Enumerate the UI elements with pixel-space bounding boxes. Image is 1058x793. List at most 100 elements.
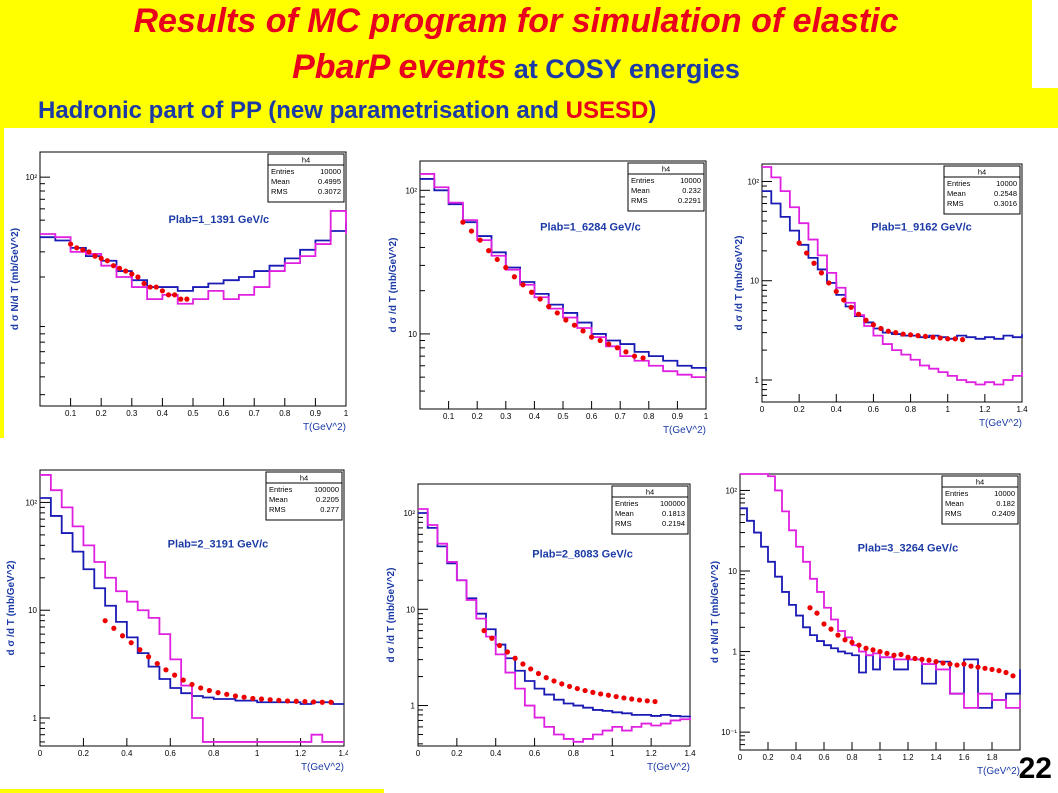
data-point bbox=[241, 694, 247, 700]
data-point bbox=[961, 661, 967, 667]
data-point bbox=[311, 699, 317, 705]
x-tick-label: 0 bbox=[416, 749, 421, 758]
data-point bbox=[159, 288, 165, 294]
x-tick-label: 1.6 bbox=[958, 753, 970, 762]
data-point bbox=[835, 632, 841, 638]
data-point bbox=[885, 328, 891, 334]
stats-box bbox=[627, 162, 705, 212]
data-point bbox=[644, 698, 650, 704]
stats-name: h4 bbox=[978, 168, 986, 177]
y-axis-label: d σ N/d T (mb/GeV^2) bbox=[710, 561, 721, 663]
x-tick-label: 1 bbox=[610, 749, 615, 758]
data-point bbox=[863, 645, 869, 651]
chart-plab-1-9162: 0 0.2 0.4 0.6 0.8 1 1.2 1.4 10² 10 1 T(GeV^2) d σ /d… bbox=[734, 163, 1028, 429]
y-axis-label: d σ /d T (mb/GeV^2) bbox=[6, 561, 17, 656]
data-point bbox=[537, 296, 543, 302]
data-point bbox=[807, 605, 813, 611]
data-point bbox=[494, 256, 500, 263]
data-point bbox=[818, 270, 825, 276]
y-axis-label: d σ /d T (mb/GeV^2) bbox=[734, 236, 745, 331]
y-axis-label: d σ /d T (mb/GeV^2) bbox=[388, 238, 399, 333]
data-point bbox=[503, 264, 509, 271]
y-tick-label: 10² bbox=[25, 498, 37, 507]
data-point bbox=[640, 355, 646, 361]
x-tick-label: 0.4 bbox=[529, 412, 541, 421]
data-point bbox=[111, 625, 117, 631]
data-point bbox=[826, 280, 832, 286]
data-point bbox=[98, 255, 104, 261]
x-tick-label: 1.4 bbox=[338, 749, 348, 758]
subtitle-close: ) bbox=[648, 97, 657, 124]
chart-plab-1-1391: 0.1 0.2 0.3 0.4 0.5 0.6 0.7 0.8 0.9 1 10² T(GeV^2) d… bbox=[10, 151, 349, 433]
data-point bbox=[870, 647, 876, 653]
data-point bbox=[328, 699, 334, 705]
y-tick-label: 10² bbox=[403, 509, 415, 518]
plab-annotation: Plab=1_1391 GeV/c bbox=[169, 214, 270, 226]
data-point bbox=[104, 258, 110, 264]
histogram-blue bbox=[762, 190, 1023, 340]
data-point bbox=[905, 654, 911, 660]
data-point bbox=[1010, 673, 1016, 679]
stats-key: RMS bbox=[945, 509, 962, 518]
chart-panel-5: 0 0.2 0.4 0.6 0.8 1 1.2 1.4 10² 10 1 T(GeV^2) d σ /d… bbox=[384, 478, 704, 782]
x-tick-label: 1.8 bbox=[986, 753, 998, 762]
data-point bbox=[276, 697, 282, 703]
histogram-magenta bbox=[420, 173, 706, 379]
data-point bbox=[597, 337, 603, 344]
stats-name: h4 bbox=[976, 478, 984, 487]
data-point bbox=[598, 691, 604, 697]
data-point bbox=[477, 237, 483, 243]
y-tick-label: 10 bbox=[28, 606, 37, 615]
data-point bbox=[74, 245, 80, 251]
left-accent-bar bbox=[0, 128, 4, 438]
data-point bbox=[520, 661, 526, 667]
x-tick-label: 0.6 bbox=[586, 412, 598, 421]
data-point bbox=[512, 655, 518, 661]
data-point bbox=[154, 660, 160, 667]
data-point bbox=[952, 336, 958, 342]
data-point bbox=[165, 292, 172, 298]
data-point bbox=[135, 274, 141, 280]
data-point bbox=[848, 304, 854, 310]
data-point bbox=[814, 610, 820, 616]
y-tick-label: 10 bbox=[408, 330, 417, 339]
x-tick-label: 0.6 bbox=[529, 749, 541, 758]
data-point bbox=[172, 672, 178, 678]
data-point bbox=[511, 274, 517, 280]
data-point bbox=[907, 332, 914, 338]
x-tick-label: 1.2 bbox=[979, 405, 991, 414]
stats-value: 0.3016 bbox=[994, 199, 1017, 208]
data-point bbox=[486, 248, 492, 254]
slide-title-line1: Results of MC program for simulation of … bbox=[133, 2, 899, 40]
stats-name: h4 bbox=[300, 474, 308, 483]
x-tick-label: 0.7 bbox=[615, 412, 627, 421]
data-point bbox=[543, 675, 549, 681]
data-point bbox=[922, 333, 929, 339]
x-tick-label: 1 bbox=[704, 412, 709, 421]
data-point bbox=[915, 332, 921, 339]
x-tick-label: 0.8 bbox=[643, 412, 655, 421]
plab-annotation: Plab=1_9162 GeV/c bbox=[871, 222, 972, 234]
data-point bbox=[821, 621, 827, 627]
y-tick-label: 10² bbox=[725, 486, 737, 495]
x-tick-label: 0.8 bbox=[208, 749, 220, 758]
plab-annotation: Plab=1_6284 GeV/c bbox=[540, 221, 641, 233]
x-tick-label: 0.5 bbox=[557, 412, 569, 421]
data-point bbox=[528, 666, 534, 672]
data-point bbox=[481, 628, 487, 634]
x-tick-label: 0.6 bbox=[868, 405, 880, 414]
data-point bbox=[145, 654, 152, 660]
stats-value: 0.277 bbox=[320, 505, 339, 514]
stats-box bbox=[611, 485, 689, 535]
stats-value: 100000 bbox=[660, 499, 685, 508]
x-tick-label: 1.2 bbox=[295, 749, 307, 758]
data-point bbox=[68, 241, 74, 247]
x-tick-label: 1.2 bbox=[646, 749, 658, 758]
x-tick-label: 1 bbox=[255, 749, 260, 758]
data-point bbox=[996, 668, 1002, 674]
data-point bbox=[930, 334, 936, 340]
stats-value: 10000 bbox=[680, 176, 701, 185]
data-point bbox=[92, 253, 98, 259]
chart-panel-4: 0 0.2 0.4 0.6 0.8 1 1.2 1.4 10² 10 1 T(GeV^2) d σ /d… bbox=[4, 462, 348, 782]
data-point bbox=[582, 687, 588, 694]
